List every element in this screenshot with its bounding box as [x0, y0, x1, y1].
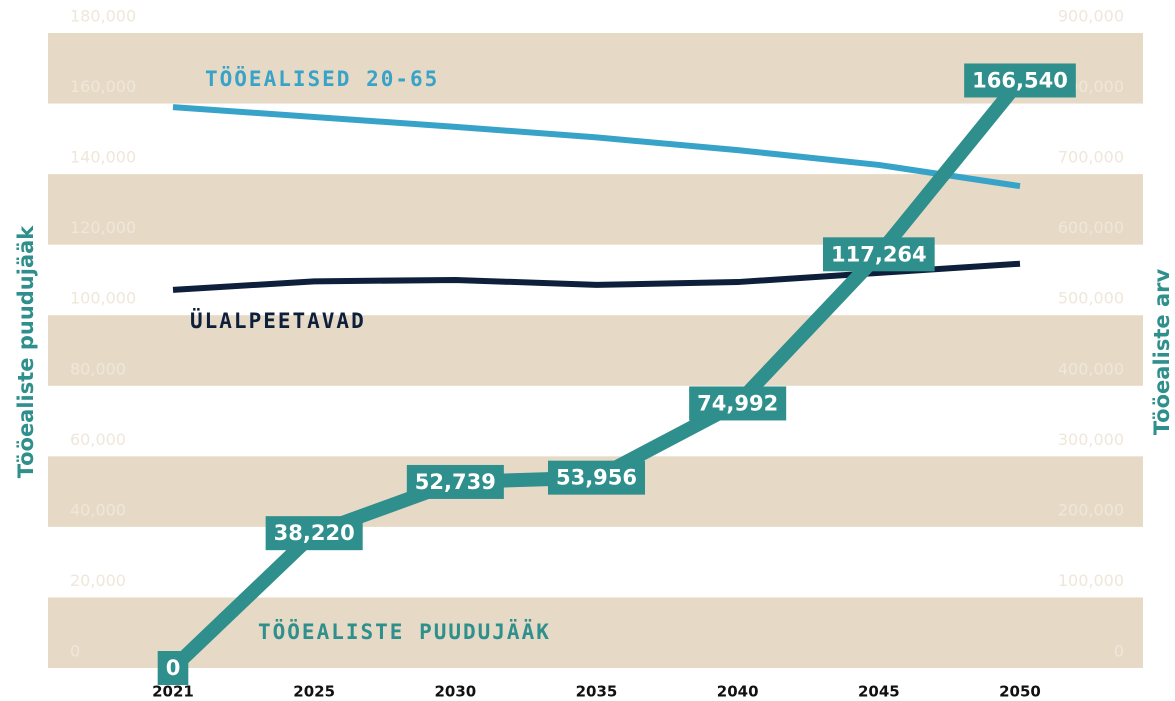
value-label: 52,739 [415, 470, 496, 494]
value-label: 117,264 [831, 242, 927, 266]
value-label: 166,540 [972, 68, 1068, 92]
series-label: ÜLALPEETAVAD [190, 308, 366, 333]
y-tick-label: 160,000 [70, 77, 136, 96]
x-tick-label: 2035 [576, 683, 618, 701]
y-tick-label: 80,000 [70, 359, 126, 378]
x-tick-label: 2025 [293, 683, 335, 701]
y2-tick-label: 400,000 [1058, 359, 1124, 378]
series-line [172, 260, 1021, 293]
y2-tick-label: 100,000 [1058, 571, 1124, 590]
y-tick-label: 40,000 [70, 500, 126, 519]
y-axis-title: Tööealiste puudujääk [14, 225, 38, 479]
y-tick-label: 120,000 [70, 218, 136, 237]
grid-band [48, 33, 1143, 104]
y2-tick-label: 500,000 [1058, 289, 1124, 308]
series-label: TÖÖEALISED 20-65 [205, 66, 439, 91]
x-tick-label: 2030 [434, 683, 476, 701]
x-tick-label: 2045 [858, 683, 900, 701]
value-label: 0 [166, 656, 181, 680]
y-tick-label: 20,000 [70, 571, 126, 590]
y2-tick-label: 300,000 [1058, 430, 1124, 449]
series-label: TÖÖEALISTE PUUDUJÄÄK [258, 619, 551, 644]
y2-tick-label: 600,000 [1058, 218, 1124, 237]
y2-tick-label: 700,000 [1058, 148, 1124, 167]
y-tick-label: 180,000 [70, 7, 136, 26]
value-label: 53,956 [556, 466, 637, 490]
value-label-box [406, 464, 504, 499]
x-tick-label: 2040 [717, 683, 759, 701]
y-tick-label: 60,000 [70, 430, 126, 449]
series-line [172, 104, 1021, 190]
value-label-box [157, 651, 189, 685]
y-tick-label: 100,000 [70, 289, 136, 308]
value-label-box [964, 63, 1076, 98]
y-tick-label: 0 [70, 642, 80, 661]
y2-tick-label: 0 [1114, 642, 1124, 661]
value-label-box [265, 516, 363, 551]
value-label-box [823, 237, 935, 272]
x-tick-label: 2050 [999, 683, 1041, 701]
x-tick-label: 2021 [152, 683, 194, 701]
value-label-box [689, 386, 787, 421]
y2-tick-label: 200,000 [1058, 500, 1124, 519]
value-label-box [547, 460, 646, 495]
value-label: 74,992 [697, 391, 778, 415]
value-label: 38,220 [274, 521, 355, 545]
y2-axis-title: Tööealiste arv [1150, 269, 1174, 436]
y2-tick-label: 900,000 [1058, 7, 1124, 26]
y-tick-label: 140,000 [70, 148, 136, 167]
grid-band [48, 174, 1143, 245]
grid-band [48, 315, 1143, 386]
